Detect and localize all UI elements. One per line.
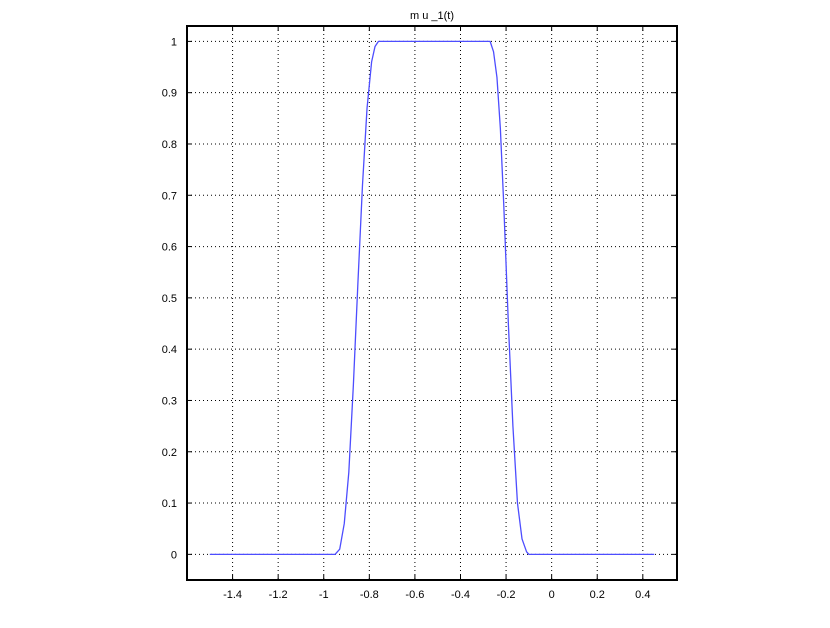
axes-frame [186, 25, 678, 581]
x-tick-label: -1 [319, 589, 329, 601]
y-tick-label: 0.9 [162, 88, 177, 100]
x-tick-label: 0.2 [590, 589, 605, 601]
x-tick-label: -0.4 [451, 589, 470, 601]
y-tick-label: 0.3 [162, 395, 177, 407]
y-tick-label: 0.4 [162, 344, 177, 356]
y-tick-label: 0.6 [162, 242, 177, 254]
x-tick-label: -0.8 [360, 589, 379, 601]
x-tick-label: -0.6 [405, 589, 424, 601]
series-layer [209, 40, 655, 555]
x-tick-label: -1.4 [223, 589, 242, 601]
grid-lines [187, 26, 677, 580]
x-tick-labels: -1.4 -1.2 -1 -0.8 -0.6 -0.4 -0.2 0 0.2 0.4 [223, 589, 650, 601]
y-tick-label: 0.7 [162, 190, 177, 202]
y-tick-label: 0.8 [162, 139, 177, 151]
tick-marks [187, 26, 677, 580]
y-tick-label: 0.5 [162, 293, 177, 305]
y-tick-label: 0 [171, 549, 177, 561]
y-tick-label: 0.2 [162, 447, 177, 459]
x-tick-label: 0 [549, 589, 555, 601]
y-tick-label: 0.1 [162, 498, 177, 510]
y-tick-labels: 0 0.1 0.2 0.3 0.4 0.5 0.6 0.7 0.8 0.9 1 [162, 36, 177, 561]
series-line [209, 40, 655, 555]
x-tick-label: -1.2 [269, 589, 288, 601]
chart-title: m u _1(t) [410, 10, 454, 22]
x-tick-label: -0.2 [497, 589, 516, 601]
x-tick-label: 0.4 [635, 589, 650, 601]
y-tick-label: 1 [171, 36, 177, 48]
